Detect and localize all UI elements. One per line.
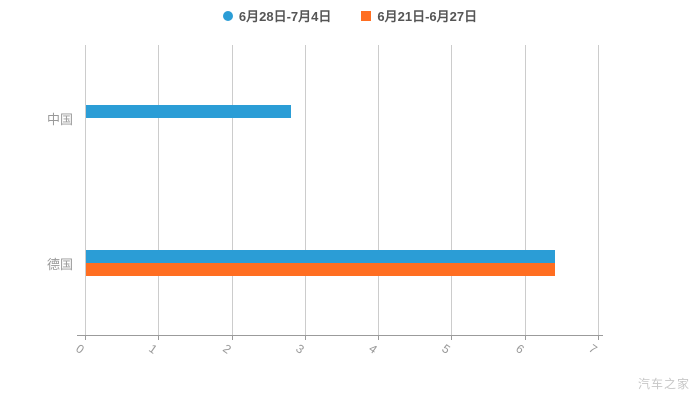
x-tick-label-0: 0 bbox=[73, 341, 87, 357]
x-tick-label-3: 3 bbox=[293, 341, 307, 357]
x-axis-line bbox=[77, 335, 603, 336]
legend-item-1[interactable]: 6月21日-6月27日 bbox=[361, 6, 477, 25]
x-axis-tick-7 bbox=[598, 335, 599, 340]
bar-series0-cat1 bbox=[86, 249, 556, 263]
watermark-text: 汽车之家 bbox=[637, 377, 690, 391]
legend-item-0[interactable]: 6月28日-7月4日 bbox=[222, 6, 332, 25]
y-category-label-1: 德国 bbox=[46, 256, 73, 272]
gridline-x-6 bbox=[524, 45, 526, 335]
gridline-x-1 bbox=[158, 45, 160, 335]
x-tick-label-1: 1 bbox=[146, 341, 161, 357]
legend-label-0: 6月28日-7月4日 bbox=[238, 9, 332, 24]
gridline-x-0 bbox=[85, 45, 86, 335]
x-axis-tick-4 bbox=[378, 335, 380, 340]
x-tick-label-2: 2 bbox=[219, 341, 234, 357]
x-axis-tick-1 bbox=[158, 335, 160, 340]
x-tick-label-7: 7 bbox=[586, 341, 600, 357]
gridline-x-4 bbox=[378, 45, 380, 335]
x-tick-label-5: 5 bbox=[439, 341, 454, 357]
x-tick-label-4: 4 bbox=[366, 341, 380, 357]
x-axis-tick-6 bbox=[524, 335, 526, 340]
x-tick-label-6: 6 bbox=[512, 341, 527, 357]
chart-legend: 6月28日-7月4日 6月21日-6月27日 bbox=[0, 6, 700, 25]
legend-circle-marker-icon bbox=[222, 10, 233, 21]
x-axis-tick-5 bbox=[451, 335, 453, 340]
gridline-x-7 bbox=[598, 45, 599, 335]
x-axis-tick-2 bbox=[231, 335, 233, 340]
legend-label-1: 6月21日-6月27日 bbox=[377, 9, 478, 24]
y-category-label-0: 中国 bbox=[46, 111, 73, 127]
legend-square-marker-icon bbox=[361, 10, 372, 21]
bar-series1-cat1 bbox=[86, 262, 556, 276]
x-axis-tick-0 bbox=[85, 335, 86, 340]
x-axis-tick-3 bbox=[304, 335, 306, 340]
bar-series0-cat0 bbox=[86, 104, 292, 118]
gridline-x-5 bbox=[451, 45, 453, 335]
gridline-x-2 bbox=[231, 45, 233, 335]
gridline-x-3 bbox=[304, 45, 306, 335]
